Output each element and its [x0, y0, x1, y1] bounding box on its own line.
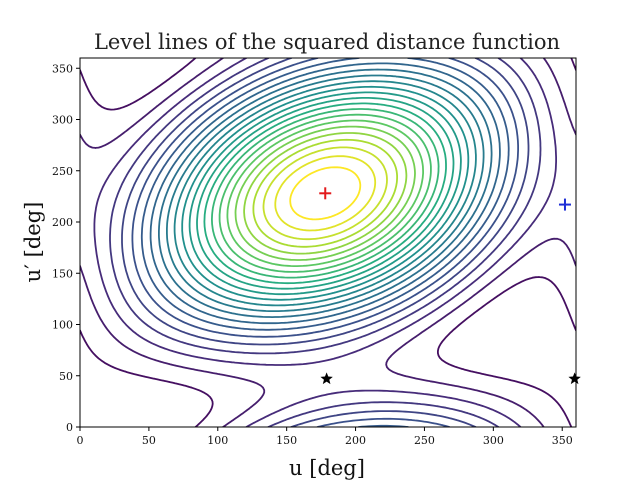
x-tick-label: 300 [483, 434, 504, 447]
blue-cross-marker [558, 198, 571, 211]
contour-level-line [181, 85, 470, 301]
x-tick-label: 200 [345, 434, 366, 447]
y-tick-label: 150 [52, 267, 73, 280]
contour-lines [80, 58, 576, 427]
contour-level-line [188, 91, 462, 296]
chart-title: Level lines of the squared distance func… [94, 30, 560, 54]
y-tick-label: 0 [66, 421, 73, 434]
contour-level-line [274, 155, 377, 232]
x-tick-label: 350 [552, 434, 573, 447]
contour-level-line [158, 68, 493, 318]
y-axis-ticks: 0 50 100 150 200 250 300 350 [52, 62, 80, 434]
y-tick-label: 300 [52, 114, 73, 127]
y-tick-label: 200 [52, 216, 73, 229]
x-tick-label: 250 [414, 434, 435, 447]
contour-level-line [80, 58, 576, 427]
contour-level-line [166, 74, 485, 312]
y-tick-label: 50 [59, 370, 73, 383]
contour-level-line [226, 119, 424, 267]
x-tick-label: 100 [207, 434, 228, 447]
contour-level-line [289, 166, 362, 221]
contour-level-line [252, 138, 398, 248]
contour-level-line [196, 97, 455, 290]
contour-level-line [203, 102, 447, 285]
contour-level-line [234, 125, 416, 261]
contour-level-line [80, 58, 576, 427]
black-star-marker [320, 372, 333, 385]
y-tick-label: 250 [52, 165, 73, 178]
x-axis-ticks: 0 50 100 150 200 250 300 350 [77, 427, 573, 447]
y-tick-label: 100 [52, 319, 73, 332]
markers [319, 187, 581, 385]
x-tick-label: 0 [77, 434, 84, 447]
x-tick-label: 150 [276, 434, 297, 447]
red-cross-marker [319, 187, 332, 200]
y-tick-label: 350 [52, 62, 73, 75]
black-star-marker [568, 372, 581, 385]
contour-level-line [173, 80, 477, 307]
contour-level-line [243, 132, 408, 255]
contour-level-line [149, 62, 501, 325]
contour-level-line [262, 146, 388, 241]
plot-frame [79, 57, 577, 428]
contour-level-line [218, 113, 432, 273]
contour-level-line [211, 108, 440, 279]
contour-level-line [140, 58, 510, 427]
x-tick-label: 50 [142, 434, 156, 447]
y-axis-label: u′ [deg] [21, 202, 45, 283]
x-axis-label: u [deg] [289, 456, 365, 480]
